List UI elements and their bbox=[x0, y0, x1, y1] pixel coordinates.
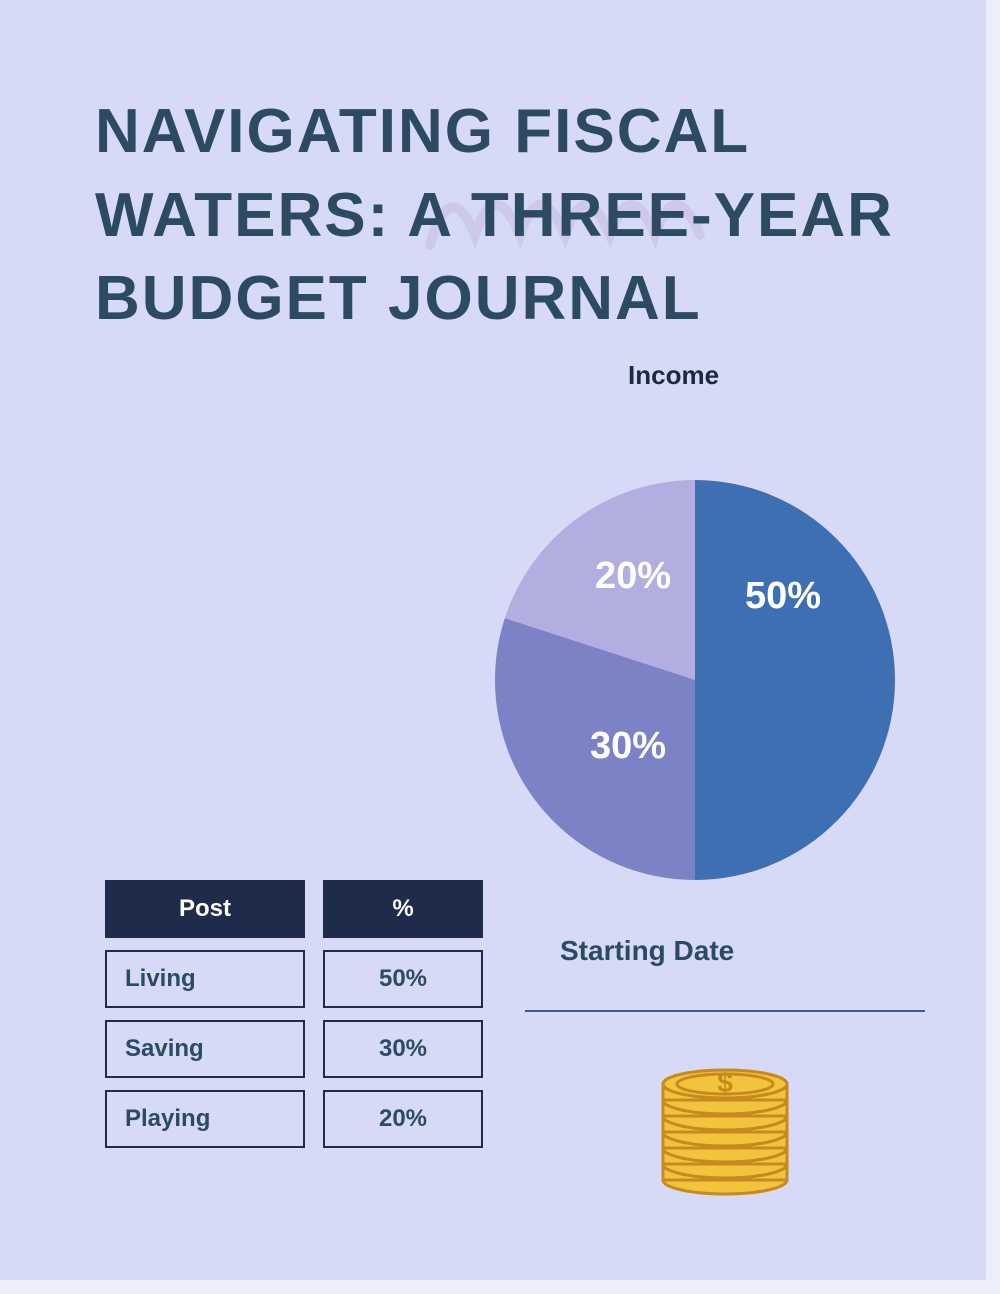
pie-body bbox=[495, 480, 895, 880]
starting-date-label: Starting Date bbox=[560, 935, 734, 967]
table-header-percent: % bbox=[323, 880, 483, 938]
table-cell-percent: 30% bbox=[323, 1020, 483, 1078]
table-header-row: Post % bbox=[105, 880, 485, 938]
budget-table: Post % Living 50% Saving 30% Playing 20% bbox=[105, 880, 485, 1160]
table-row: Saving 30% bbox=[105, 1020, 485, 1078]
table-cell-post: Living bbox=[105, 950, 305, 1008]
pie-slice-label-50: 50% bbox=[745, 575, 821, 618]
income-pie-chart: 50% 30% 20% bbox=[495, 480, 895, 880]
table-cell-percent: 50% bbox=[323, 950, 483, 1008]
table-cell-post: Saving bbox=[105, 1020, 305, 1078]
table-row: Playing 20% bbox=[105, 1090, 485, 1148]
table-header-post: Post bbox=[105, 880, 305, 938]
table-cell-post: Playing bbox=[105, 1090, 305, 1148]
table-cell-percent: 20% bbox=[323, 1090, 483, 1148]
table-row: Living 50% bbox=[105, 950, 485, 1008]
pie-chart-title: Income bbox=[628, 360, 719, 391]
svg-text:$: $ bbox=[717, 1067, 733, 1098]
page: NAVIGATING FISCAL WATERS: A THREE-YEAR B… bbox=[0, 0, 1000, 1294]
pie-slice-label-30: 30% bbox=[590, 725, 666, 768]
starting-date-underline bbox=[525, 1010, 925, 1012]
coin-stack-icon: $ bbox=[640, 1040, 810, 1200]
pie-slice-label-20: 20% bbox=[595, 555, 671, 598]
page-title: NAVIGATING FISCAL WATERS: A THREE-YEAR B… bbox=[95, 90, 915, 341]
